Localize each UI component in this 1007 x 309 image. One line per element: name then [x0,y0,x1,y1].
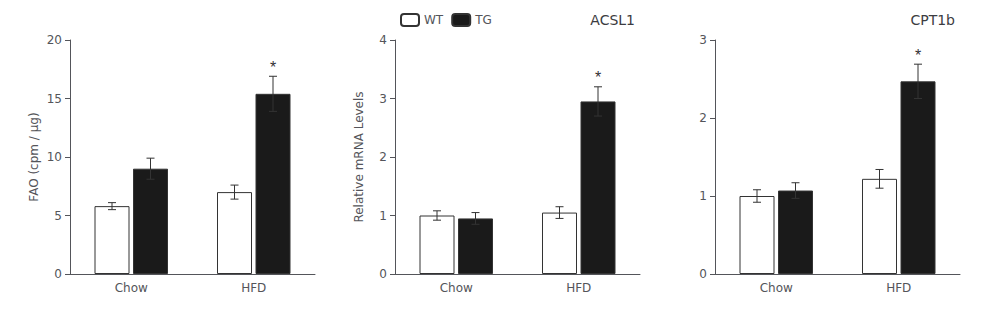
svg-text:Chow: Chow [115,281,148,295]
svg-text:20: 20 [47,33,62,47]
svg-text:HFD: HFD [886,281,911,295]
svg-text:2: 2 [699,111,707,125]
svg-text:HFD: HFD [566,281,591,295]
svg-text:Chow: Chow [760,281,793,295]
svg-text:3: 3 [699,33,707,47]
svg-text:*: * [270,59,276,76]
svg-text:1: 1 [699,189,707,203]
svg-text:FAO (cpm / µg): FAO (cpm / µg) [27,112,41,201]
svg-text:TG: TG [474,13,492,27]
svg-text:0: 0 [699,267,707,281]
svg-text:WT: WT [424,13,444,27]
svg-text:ACSL1: ACSL1 [590,12,635,28]
svg-text:*: * [595,69,601,86]
svg-text:*: * [915,47,921,64]
svg-text:Relative mRNA Levels: Relative mRNA Levels [352,91,366,222]
svg-text:10: 10 [47,150,62,164]
svg-text:0: 0 [379,267,387,281]
svg-text:HFD: HFD [241,281,266,295]
svg-text:1: 1 [379,209,387,223]
svg-text:2: 2 [379,150,387,164]
svg-text:4: 4 [379,33,387,47]
svg-text:Chow: Chow [440,281,473,295]
svg-text:3: 3 [379,92,387,106]
svg-text:CPT1b: CPT1b [910,12,955,28]
svg-text:0: 0 [54,267,62,281]
svg-text:15: 15 [47,92,62,106]
svg-text:5: 5 [54,209,62,223]
